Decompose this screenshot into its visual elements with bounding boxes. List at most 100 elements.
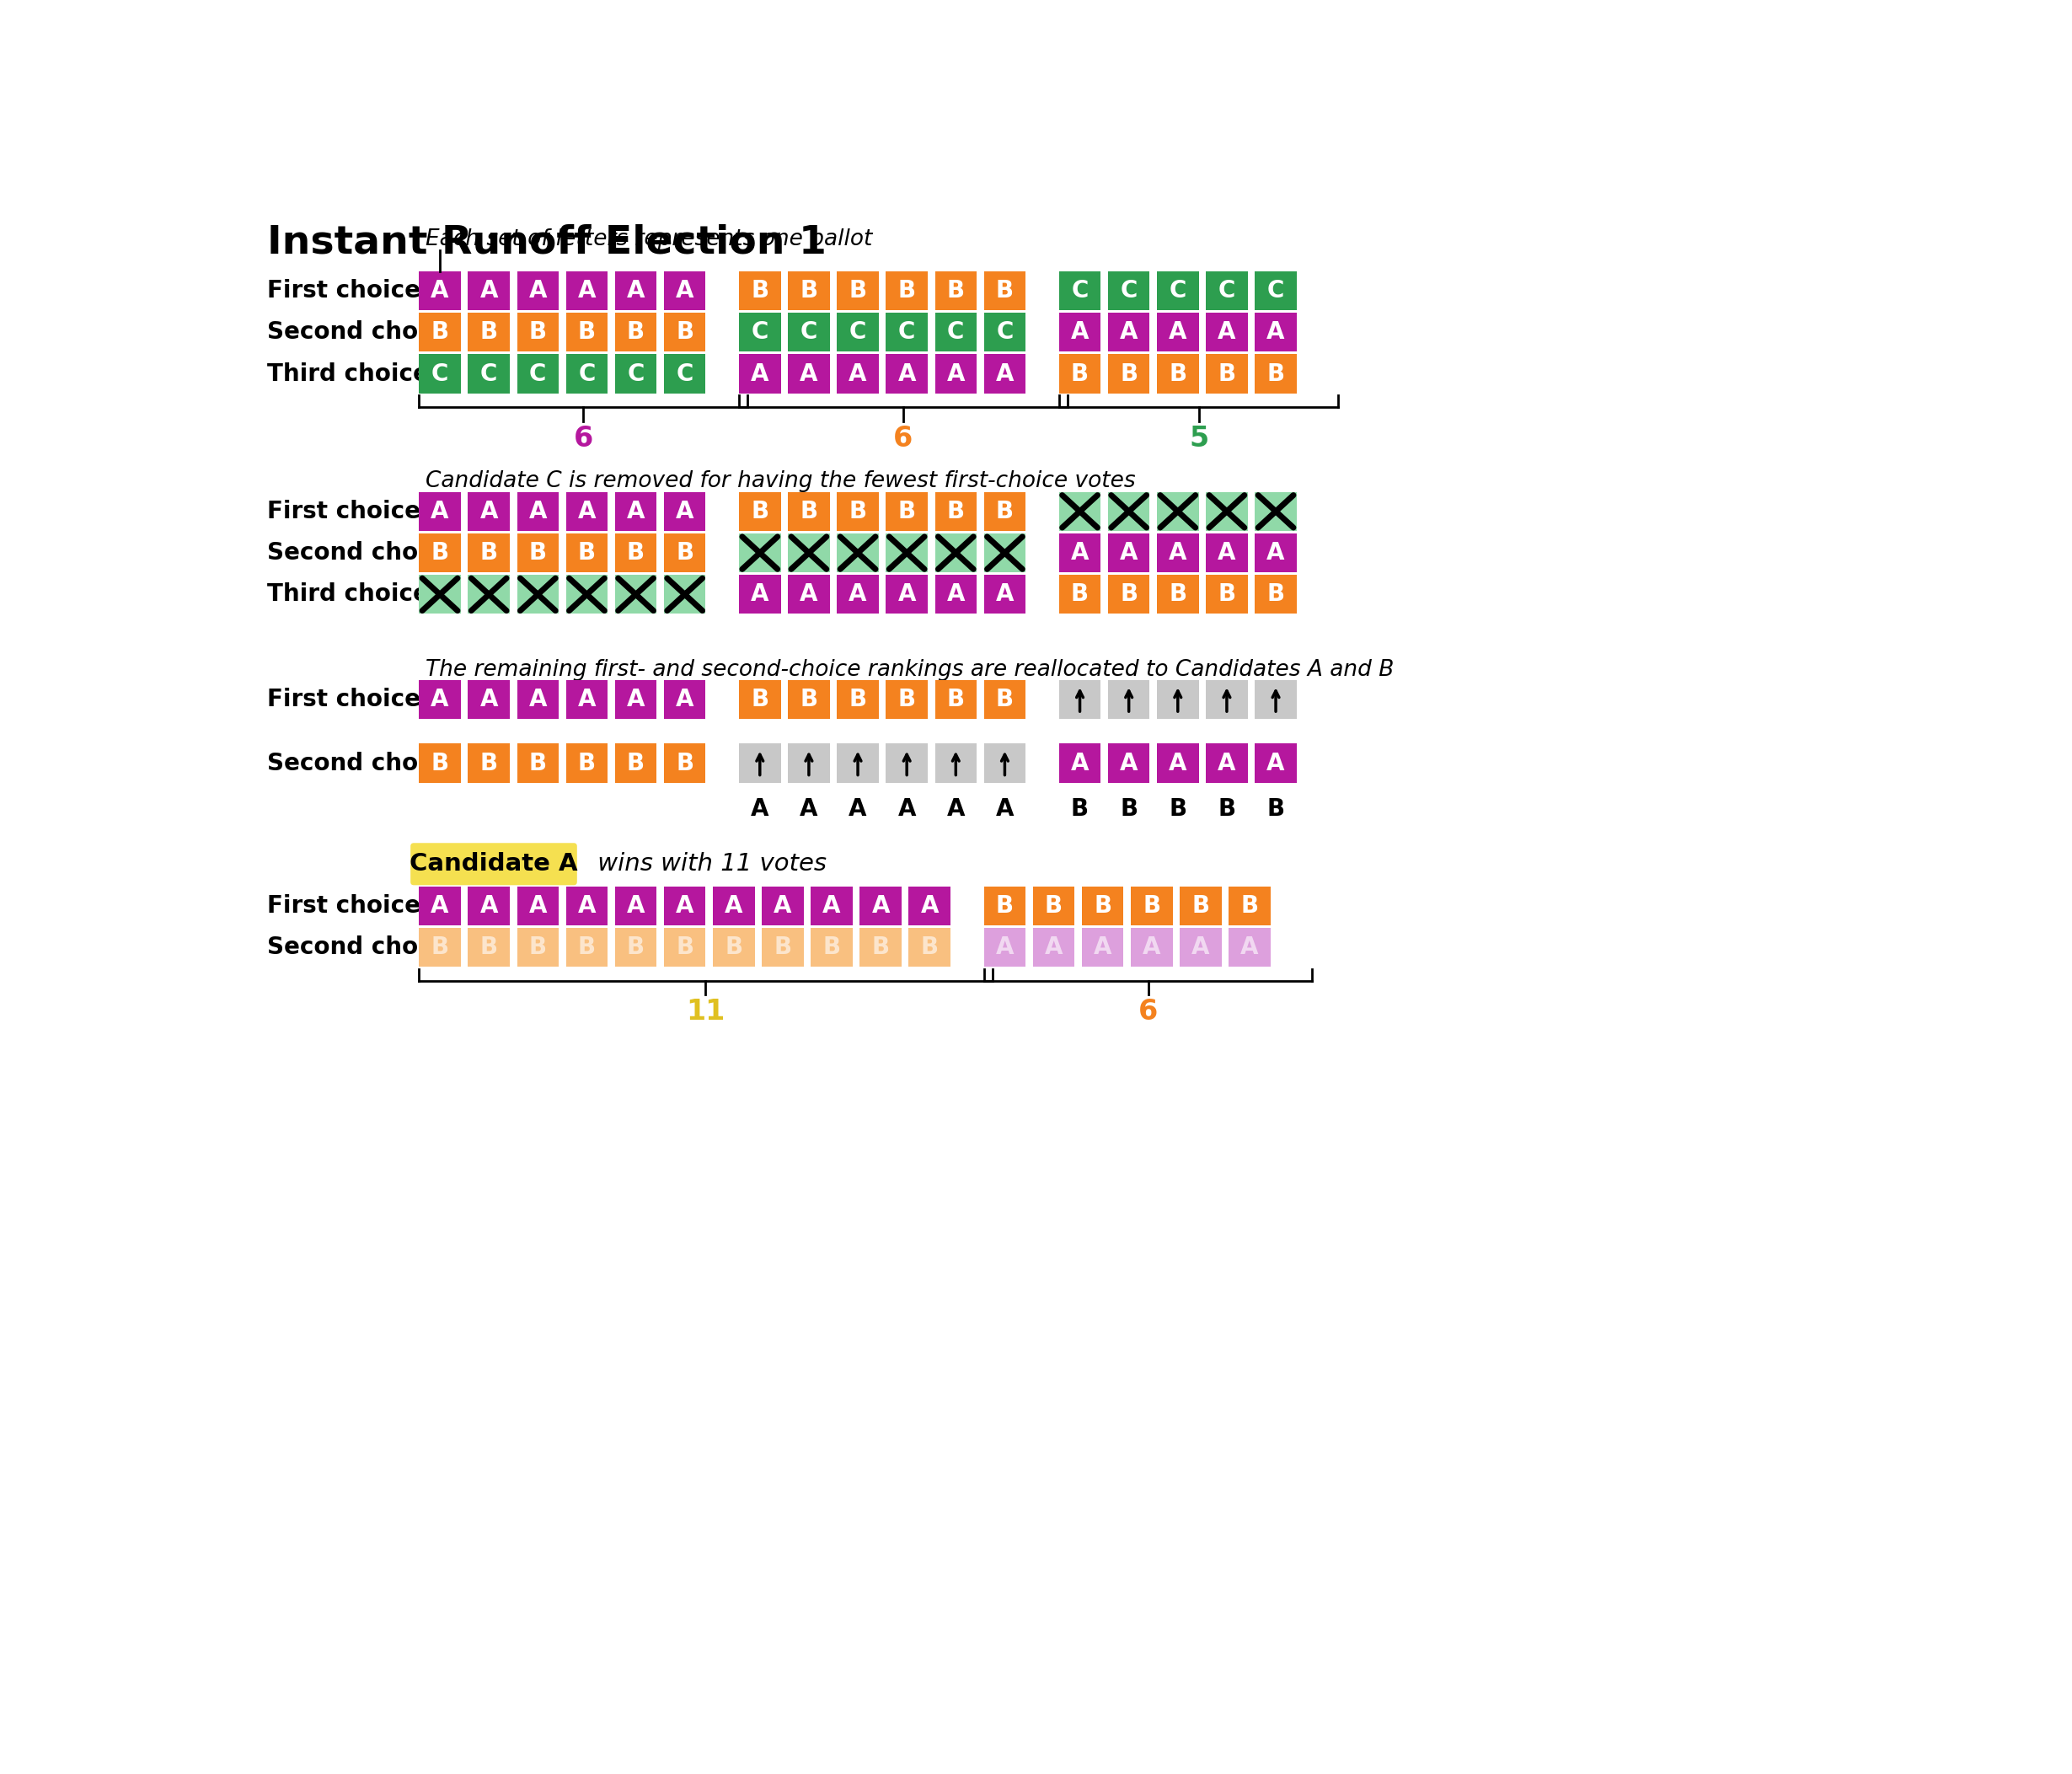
FancyBboxPatch shape (663, 575, 707, 614)
Text: B: B (528, 541, 547, 564)
FancyBboxPatch shape (810, 887, 852, 926)
Text: Third choice: Third choice (267, 582, 429, 607)
FancyBboxPatch shape (566, 312, 607, 351)
Text: A: A (1266, 752, 1285, 775)
Text: A: A (872, 894, 889, 917)
Text: C: C (899, 321, 916, 344)
Text: C: C (1071, 279, 1088, 303)
FancyBboxPatch shape (887, 491, 928, 530)
Text: A: A (1142, 935, 1160, 960)
FancyBboxPatch shape (1109, 312, 1150, 351)
FancyBboxPatch shape (615, 355, 657, 394)
Text: B: B (1094, 894, 1111, 917)
Text: C: C (1268, 279, 1285, 303)
Text: A: A (1071, 541, 1090, 564)
Text: B: B (800, 279, 818, 303)
Text: B: B (1144, 894, 1160, 917)
FancyBboxPatch shape (984, 928, 1026, 967)
Text: B: B (481, 541, 497, 564)
Text: A: A (947, 797, 966, 821)
FancyBboxPatch shape (837, 271, 879, 310)
FancyBboxPatch shape (615, 491, 657, 530)
Text: A: A (997, 935, 1013, 960)
Text: Candidate C is removed for having the fewest first-choice votes: Candidate C is removed for having the fe… (425, 470, 1135, 493)
Text: C: C (431, 362, 448, 385)
Text: A: A (431, 688, 450, 711)
Text: B: B (528, 752, 547, 775)
FancyBboxPatch shape (934, 271, 976, 310)
Text: B: B (997, 279, 1013, 303)
FancyBboxPatch shape (566, 534, 607, 573)
FancyBboxPatch shape (1156, 271, 1200, 310)
Text: B: B (725, 935, 742, 960)
Text: B: B (1218, 582, 1235, 607)
FancyBboxPatch shape (887, 271, 928, 310)
Text: B: B (1071, 582, 1088, 607)
FancyBboxPatch shape (419, 575, 460, 614)
FancyBboxPatch shape (1109, 355, 1150, 394)
FancyBboxPatch shape (887, 534, 928, 573)
FancyBboxPatch shape (810, 928, 852, 967)
FancyBboxPatch shape (615, 534, 657, 573)
FancyBboxPatch shape (984, 743, 1026, 782)
FancyBboxPatch shape (516, 491, 559, 530)
FancyBboxPatch shape (740, 491, 781, 530)
FancyBboxPatch shape (468, 534, 510, 573)
FancyBboxPatch shape (419, 743, 460, 782)
FancyBboxPatch shape (740, 312, 781, 351)
Text: A: A (1071, 321, 1090, 344)
FancyBboxPatch shape (516, 887, 559, 926)
FancyBboxPatch shape (1109, 743, 1150, 782)
Text: First choice: First choice (267, 894, 421, 917)
FancyBboxPatch shape (663, 534, 707, 573)
FancyBboxPatch shape (516, 271, 559, 310)
FancyBboxPatch shape (615, 743, 657, 782)
FancyBboxPatch shape (1206, 679, 1247, 718)
FancyBboxPatch shape (419, 928, 460, 967)
FancyBboxPatch shape (468, 271, 510, 310)
FancyBboxPatch shape (787, 355, 829, 394)
FancyBboxPatch shape (1131, 887, 1173, 926)
Text: C: C (752, 321, 769, 344)
FancyBboxPatch shape (860, 887, 901, 926)
FancyBboxPatch shape (1131, 928, 1173, 967)
FancyBboxPatch shape (663, 491, 707, 530)
FancyBboxPatch shape (615, 928, 657, 967)
FancyBboxPatch shape (1229, 928, 1270, 967)
Text: B: B (1169, 797, 1187, 821)
Text: A: A (897, 797, 916, 821)
FancyBboxPatch shape (663, 887, 707, 926)
Text: B: B (628, 321, 644, 344)
Text: A: A (1266, 541, 1285, 564)
Text: A: A (481, 894, 497, 917)
FancyBboxPatch shape (934, 355, 976, 394)
FancyBboxPatch shape (837, 355, 879, 394)
FancyBboxPatch shape (1059, 312, 1100, 351)
FancyBboxPatch shape (410, 843, 576, 885)
Text: Candidate A: Candidate A (410, 852, 578, 876)
Text: B: B (481, 752, 497, 775)
FancyBboxPatch shape (837, 743, 879, 782)
Text: 6: 6 (574, 424, 593, 452)
Text: A: A (897, 582, 916, 607)
FancyBboxPatch shape (713, 928, 754, 967)
Text: 6: 6 (893, 424, 914, 452)
FancyBboxPatch shape (566, 491, 607, 530)
Text: B: B (675, 321, 694, 344)
Text: A: A (528, 500, 547, 523)
FancyBboxPatch shape (887, 312, 928, 351)
Text: B: B (431, 752, 450, 775)
Text: B: B (823, 935, 841, 960)
FancyBboxPatch shape (934, 679, 976, 718)
Text: A: A (1266, 321, 1285, 344)
FancyBboxPatch shape (1179, 887, 1222, 926)
FancyBboxPatch shape (934, 534, 976, 573)
FancyBboxPatch shape (887, 575, 928, 614)
Text: B: B (850, 500, 866, 523)
FancyBboxPatch shape (1156, 534, 1200, 573)
Text: Second choice: Second choice (267, 752, 456, 775)
Text: B: B (628, 752, 644, 775)
FancyBboxPatch shape (419, 534, 460, 573)
FancyBboxPatch shape (615, 271, 657, 310)
Text: A: A (431, 500, 450, 523)
